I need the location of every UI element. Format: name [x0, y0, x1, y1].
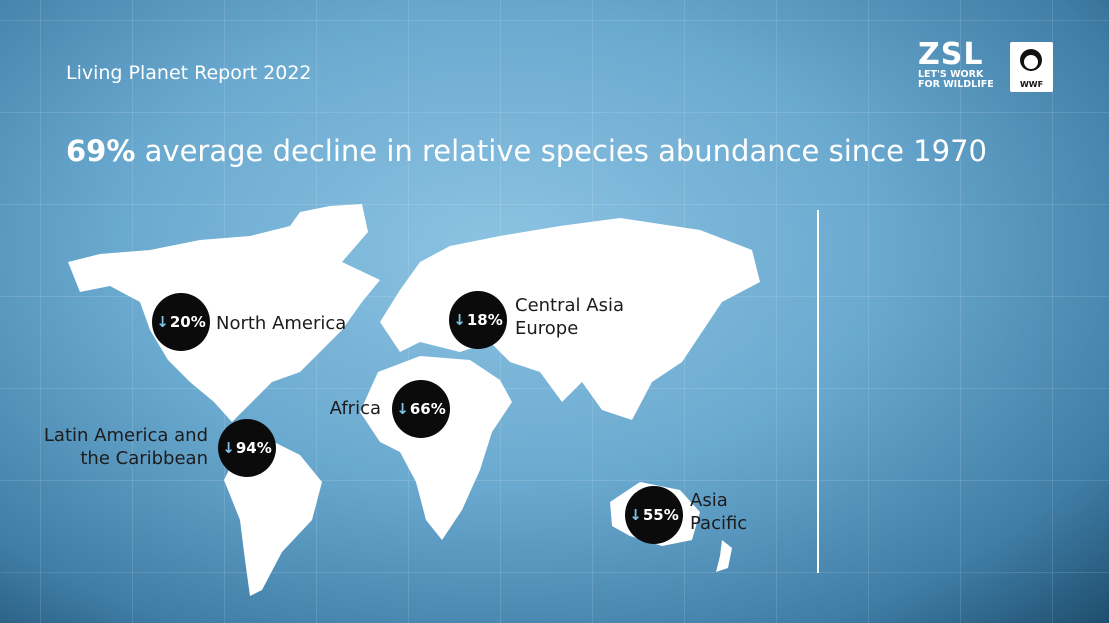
zsl-tagline: FOR WILDLIFE [918, 78, 994, 90]
region-name-line: Europe [515, 318, 579, 339]
region-name-line: North America [216, 313, 347, 334]
region-name-line: the Caribbean [80, 448, 208, 469]
down-arrow: ↓ [396, 400, 409, 418]
region-name: Latin America and the Caribbean [44, 424, 208, 470]
region-name-line: Central Asia [515, 295, 624, 316]
new-zealand [716, 540, 732, 572]
headline-figure: 69% [66, 134, 136, 168]
decline-badge: ↓ 55% [625, 486, 683, 544]
panda-icon [1020, 49, 1042, 71]
region-name: Central Asia Europe [515, 294, 624, 340]
region-name-line: Asia [690, 490, 728, 511]
headline: 69% average decline in relative species … [66, 134, 987, 168]
report-title: Living Planet Report 2022 [66, 62, 312, 84]
decline-value: 66% [409, 400, 446, 418]
zsl-wordmark: ZSL [918, 37, 984, 72]
decline-value: 55% [642, 506, 679, 524]
south-america [224, 440, 322, 596]
down-arrow: ↓ [453, 311, 466, 329]
down-arrow: ↓ [156, 313, 169, 331]
decline-value: 20% [169, 313, 206, 331]
region-name: North America [216, 312, 346, 335]
region-name: Asia Pacific [690, 489, 747, 535]
region-name-line: Latin America and [43, 425, 208, 446]
region-name-line: Africa [329, 398, 381, 419]
region-name-line: Pacific [690, 513, 748, 534]
decline-badge: ↓ 20% [152, 293, 210, 351]
zsl-tagline: LET'S WORK [918, 69, 984, 80]
down-arrow: ↓ [222, 439, 235, 457]
decline-value: 94% [235, 439, 272, 457]
wwf-logo: WWF [1010, 42, 1053, 92]
headline-text: average decline in relative species abun… [144, 134, 987, 168]
wwf-wordmark: WWF [1019, 80, 1044, 89]
decline-badge: ↓ 66% [392, 380, 450, 438]
down-arrow: ↓ [629, 506, 642, 524]
north-america [68, 204, 380, 422]
decline-badge: ↓ 18% [449, 291, 507, 349]
decline-value: 18% [466, 311, 503, 329]
region-name: Africa [330, 397, 381, 420]
zsl-logo: ZSL LET'S WORK FOR WILDLIFE [918, 40, 994, 89]
decline-badge: ↓ 94% [218, 419, 276, 477]
eurasia [380, 218, 760, 420]
